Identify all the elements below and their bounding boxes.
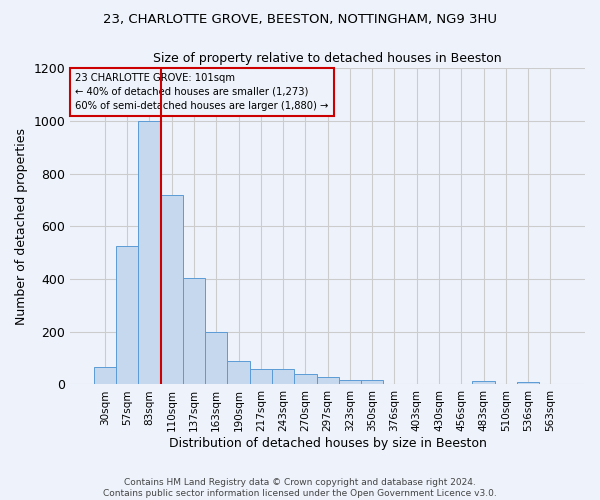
- Bar: [205, 332, 227, 384]
- Bar: [361, 380, 383, 384]
- Bar: [272, 369, 294, 384]
- Bar: [250, 369, 272, 384]
- Bar: [94, 368, 116, 384]
- Text: 23, CHARLOTTE GROVE, BEESTON, NOTTINGHAM, NG9 3HU: 23, CHARLOTTE GROVE, BEESTON, NOTTINGHAM…: [103, 12, 497, 26]
- Text: 23 CHARLOTTE GROVE: 101sqm
← 40% of detached houses are smaller (1,273)
60% of s: 23 CHARLOTTE GROVE: 101sqm ← 40% of deta…: [76, 73, 329, 111]
- Bar: [472, 382, 495, 384]
- Bar: [116, 246, 138, 384]
- Bar: [161, 194, 183, 384]
- Bar: [227, 360, 250, 384]
- Text: Contains HM Land Registry data © Crown copyright and database right 2024.
Contai: Contains HM Land Registry data © Crown c…: [103, 478, 497, 498]
- Bar: [517, 382, 539, 384]
- Bar: [339, 380, 361, 384]
- Y-axis label: Number of detached properties: Number of detached properties: [15, 128, 28, 325]
- Title: Size of property relative to detached houses in Beeston: Size of property relative to detached ho…: [154, 52, 502, 66]
- Bar: [317, 376, 339, 384]
- Bar: [294, 374, 317, 384]
- Bar: [138, 121, 161, 384]
- X-axis label: Distribution of detached houses by size in Beeston: Distribution of detached houses by size …: [169, 437, 487, 450]
- Bar: [183, 278, 205, 384]
